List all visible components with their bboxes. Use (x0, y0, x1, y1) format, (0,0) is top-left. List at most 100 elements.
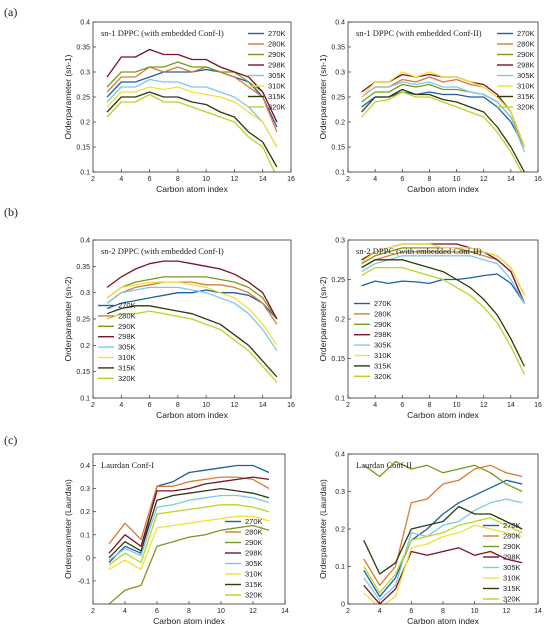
legend-label: 310K (268, 82, 286, 91)
x-tick-label: 12 (249, 608, 257, 615)
y-tick-label: 0.15 (76, 145, 90, 152)
chart-panel: 2 4 6 8 10 12 14 16 0.1 0.15 0.2 0.25 0.3 0.35 0.4 Carb… (63, 238, 295, 421)
series-line-305K (363, 498, 523, 601)
series-line-310K (106, 86, 278, 148)
panel-label: (b) (4, 205, 18, 219)
y-axis-label: Orderparameter (Laurdan) (63, 479, 73, 579)
y-axis-label: Orderparameter (sn-1) (318, 54, 328, 139)
x-tick-label: 4 (378, 608, 382, 615)
legend-label: 270K (517, 29, 535, 38)
series-line-298K (106, 260, 278, 320)
legend-label: 290K (118, 322, 136, 331)
y-tick-label: 0.15 (76, 369, 90, 376)
legend-label: 280K (503, 532, 521, 541)
legend-label: 305K (374, 341, 392, 350)
x-tick-label: 10 (453, 402, 461, 409)
legend-label: 305K (118, 343, 136, 352)
series-line-298K (108, 476, 270, 554)
chart-title: sn-1 DPPC (with embedded Conf-I) (101, 28, 224, 38)
legend-label: 280K (374, 309, 392, 318)
series-line-280K (363, 464, 523, 586)
x-tick-label: 4 (373, 176, 377, 183)
y-tick-label: 0.3 (80, 486, 90, 493)
series-line-320K (106, 93, 276, 172)
legend-label: 320K (517, 103, 535, 112)
x-axis-label: Carbon atom index (153, 616, 226, 626)
y-tick-label: 0.25 (76, 317, 90, 324)
y-axis-label: Orderparameter (Laurdan) (318, 479, 328, 579)
legend-label: 298K (503, 553, 521, 562)
legend-label: 298K (245, 549, 263, 558)
series-group (108, 464, 270, 604)
x-tick-label: 6 (409, 608, 413, 615)
y-axis-label: Orderparameter (sn-2) (318, 276, 328, 361)
y-tick-label: 0.1 (335, 564, 345, 571)
y-tick-label: 0.3 (335, 489, 345, 496)
y-tick-label: 0.15 (331, 356, 345, 363)
series-line-310K (106, 281, 278, 346)
y-tick-label: 0.1 (80, 170, 90, 177)
y-tick-label: 0.3 (335, 70, 345, 77)
legend-label: 280K (245, 528, 263, 537)
x-axis-label: Carbon atom index (156, 184, 229, 194)
chart-title: sn-1 DPPC (with embedded Conf-II) (356, 28, 482, 38)
chart-panel: 2 4 6 8 10 12 14 16 0.1 0.15 0.2 0.25 0.3 Carbon atom… (318, 238, 542, 421)
x-tick-label: 8 (187, 608, 191, 615)
y-tick-label: 0.4 (335, 20, 345, 27)
series-line-280K (106, 281, 278, 325)
legend-label: 290K (268, 50, 286, 59)
x-tick-label: 14 (507, 176, 515, 183)
x-tick-label: 8 (427, 402, 431, 409)
legend-label: 270K (118, 301, 136, 310)
x-tick-label: 12 (480, 402, 488, 409)
legend-label: 270K (374, 299, 392, 308)
x-tick-label: 10 (453, 176, 461, 183)
legend-label: 305K (503, 563, 521, 572)
legend-label: 310K (517, 82, 535, 91)
y-tick-label: 0.1 (335, 396, 345, 403)
legend-label: 320K (374, 372, 392, 381)
series-group (361, 243, 525, 375)
y-tick-label: 0.2 (80, 343, 90, 350)
panel-label: (a) (4, 5, 17, 19)
y-tick-label: 0.3 (80, 290, 90, 297)
series-line-315K (106, 91, 278, 168)
x-tick-label: 12 (231, 176, 239, 183)
series-line-320K (361, 91, 523, 172)
legend-label: 298K (268, 61, 286, 70)
x-tick-label: 10 (202, 402, 210, 409)
x-tick-label: 8 (176, 176, 180, 183)
legend-label: 315K (245, 580, 263, 589)
x-tick-label: 14 (259, 402, 267, 409)
legend-label: 298K (118, 332, 136, 341)
panel-label: (c) (4, 433, 17, 447)
legend-label: 305K (268, 71, 286, 80)
series-line-290K (363, 460, 523, 493)
legend-label: 315K (517, 92, 535, 101)
x-tick-label: 16 (534, 176, 542, 183)
chart-panel: 2 4 6 8 10 12 14 16 0.1 0.15 0.2 0.25 0.3 0.35 0.4 Carb… (318, 20, 542, 195)
series-line-290K (106, 61, 278, 123)
series-line-280K (108, 476, 270, 545)
x-tick-label: 12 (502, 608, 510, 615)
legend-label: 298K (374, 330, 392, 339)
y-tick-label: 0.1 (80, 532, 90, 539)
series-line-315K (361, 88, 525, 172)
x-tick-label: 8 (427, 176, 431, 183)
y-tick-label: 0.2 (80, 120, 90, 127)
x-tick-label: 6 (155, 608, 159, 615)
y-tick-label: 0.15 (331, 145, 345, 152)
chart-panel: 2 4 6 8 10 12 14 0 0.1 0.2 0.3 0.4 Carbon atom index… (318, 452, 542, 627)
y-tick-label: 0 (341, 602, 345, 609)
series-line-305K (108, 494, 270, 561)
x-tick-label: 2 (91, 608, 95, 615)
x-tick-label: 4 (123, 608, 127, 615)
legend-label: 310K (503, 574, 521, 583)
legend-label: 315K (374, 361, 392, 370)
x-tick-label: 10 (217, 608, 225, 615)
x-tick-label: 6 (148, 402, 152, 409)
y-tick-label: 0.2 (335, 120, 345, 127)
x-tick-label: 10 (202, 176, 210, 183)
series-line-320K (108, 504, 270, 566)
x-tick-label: 2 (346, 176, 350, 183)
